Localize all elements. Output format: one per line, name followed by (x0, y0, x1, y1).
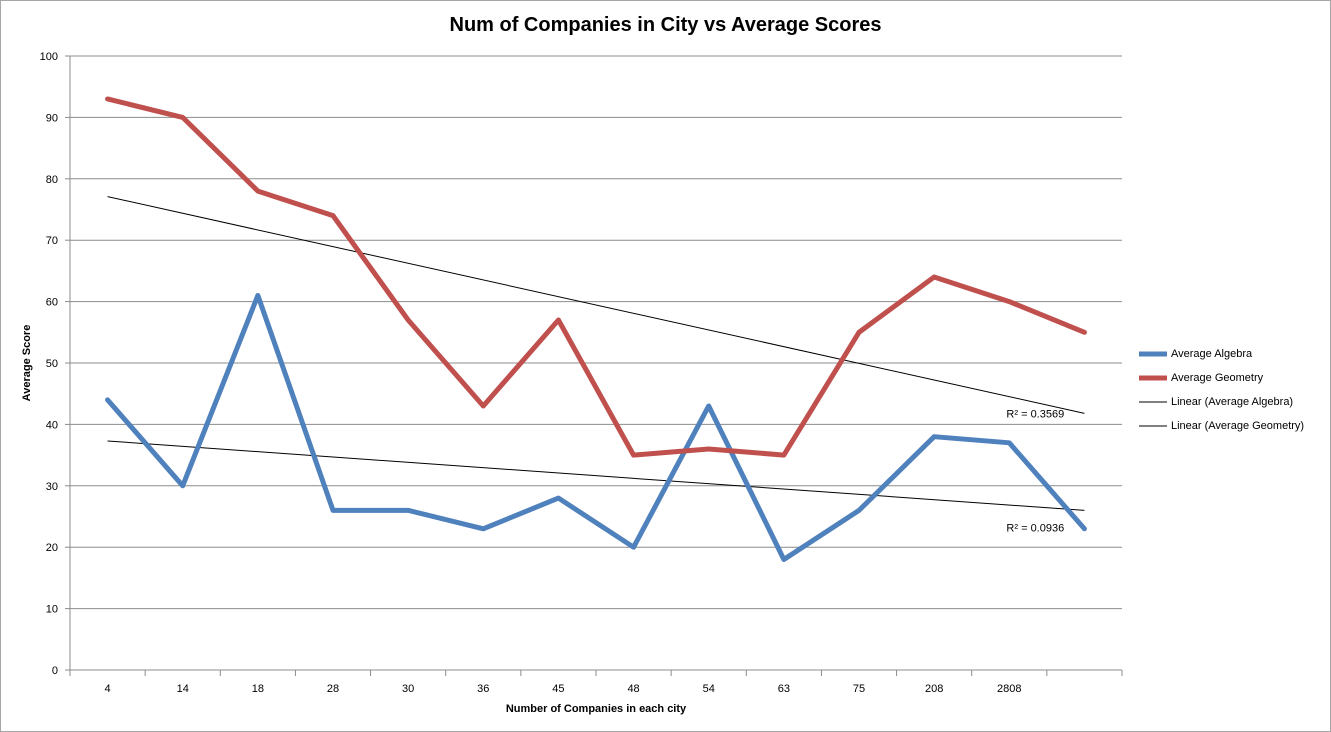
y-tick-label-90: 90 (46, 112, 58, 124)
y-tick-label-20: 20 (46, 542, 58, 554)
series-1-point-13 (1082, 330, 1086, 334)
series-1-point-3 (331, 214, 335, 218)
series-1-point-0 (106, 97, 110, 101)
series-0-point-8 (707, 404, 711, 408)
legend-label-trend-geometry: Linear (Average Geometry) (1171, 420, 1305, 432)
x-tick-label-2808: 2808 (997, 683, 1021, 695)
y-tick-label-40: 40 (46, 419, 58, 431)
y-tick-label-10: 10 (46, 604, 58, 616)
x-tick-label-4: 4 (105, 683, 111, 695)
legend-item-trend-geometry: Linear (Average Geometry) (1139, 414, 1329, 438)
series-line-0 (105, 292, 1087, 562)
series-1-point-12 (1007, 300, 1011, 304)
series-0-point-12 (1007, 441, 1011, 445)
chart-title: Num of Companies in City vs Average Scor… (449, 14, 882, 36)
legend-swatch-trend-geometry (1139, 425, 1167, 427)
r2-label-0: R² = 0.0936 (1006, 522, 1064, 534)
legend-label-trend-algebra: Linear (Average Algebra) (1171, 396, 1294, 408)
series-1-point-9 (782, 453, 786, 457)
x-tick-label-18: 18 (252, 683, 264, 695)
y-tick-label-30: 30 (46, 481, 58, 493)
y-tick-label-100: 100 (40, 51, 58, 63)
legend-item-trend-algebra: Linear (Average Algebra) (1139, 390, 1329, 414)
series-0-point-3 (331, 508, 335, 512)
series-1-point-1 (181, 115, 185, 119)
legend-swatch-geometry (1139, 375, 1167, 381)
x-tick-label-14: 14 (177, 683, 189, 695)
legend-label-algebra: Average Algebra (1171, 348, 1253, 360)
series-1-point-4 (406, 318, 410, 322)
legend-swatch-algebra (1139, 351, 1167, 357)
series-0-point-13 (1082, 527, 1086, 531)
legend-item-geometry: Average Geometry (1139, 366, 1329, 390)
trendline-0 (107, 440, 1085, 511)
series-0-point-6 (556, 496, 560, 500)
series-0-point-10 (857, 508, 861, 512)
series-0-point-0 (106, 398, 110, 402)
series-1-point-5 (481, 404, 485, 408)
series-0-point-2 (256, 293, 260, 297)
y-tick-label-0: 0 (52, 665, 58, 677)
series-line-1 (105, 96, 1087, 458)
series-0-point-9 (782, 557, 786, 561)
legend: Average Algebra Average Geometry Linear … (1139, 342, 1329, 438)
x-tick-label-30: 30 (402, 683, 414, 695)
series-1-point-2 (256, 189, 260, 193)
series-1-point-11 (932, 275, 936, 279)
x-tick-label-45: 45 (552, 683, 564, 695)
y-tick-label-80: 80 (46, 174, 58, 186)
series-0-point-7 (632, 545, 636, 549)
y-tick-label-70: 70 (46, 235, 58, 247)
legend-swatch-trend-algebra (1139, 401, 1167, 403)
x-axis-title: Number of Companies in each city (506, 703, 687, 715)
y-axis-title: Average Score (21, 325, 33, 402)
series-0-point-1 (181, 484, 185, 488)
x-tick-label-36: 36 (477, 683, 489, 695)
x-tick-label-48: 48 (627, 683, 639, 695)
series-0-point-11 (932, 435, 936, 439)
legend-label-geometry: Average Geometry (1171, 372, 1264, 384)
x-tick-label-63: 63 (778, 683, 790, 695)
y-tick-label-50: 50 (46, 358, 58, 370)
series-1-point-10 (857, 330, 861, 334)
series-1-point-6 (556, 318, 560, 322)
x-tick-label-208: 208 (925, 683, 943, 695)
x-tick-label-54: 54 (703, 683, 715, 695)
trendline-1 (107, 196, 1085, 414)
series-0-point-5 (481, 527, 485, 531)
x-tick-label-28: 28 (327, 683, 339, 695)
y-tick-label-60: 60 (46, 297, 58, 309)
x-tick-label-75: 75 (853, 683, 865, 695)
series-1-point-8 (707, 447, 711, 451)
legend-item-algebra: Average Algebra (1139, 342, 1329, 366)
series-0-point-4 (406, 508, 410, 512)
r2-label-1: R² = 0.3569 (1006, 408, 1064, 420)
series-1-point-7 (632, 453, 636, 457)
